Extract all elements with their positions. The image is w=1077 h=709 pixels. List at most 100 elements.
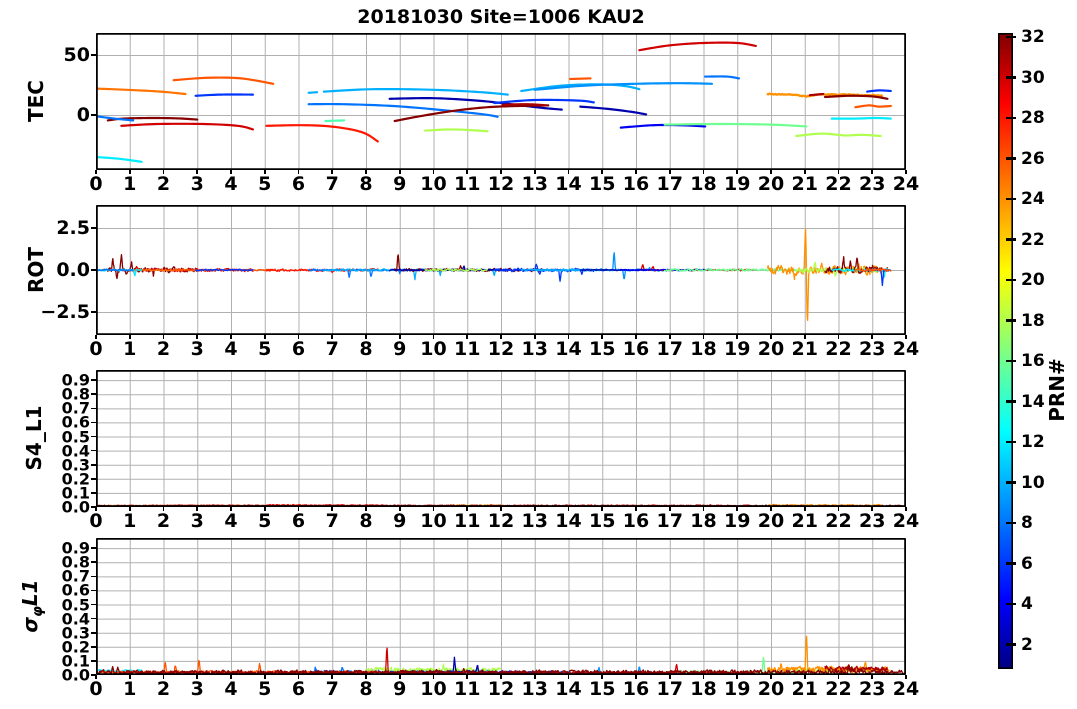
y-tick-label: 0.5: [61, 427, 90, 447]
x-tick-mark: [297, 675, 300, 679]
x-tick-label: 18: [690, 510, 717, 532]
x-tick-mark: [803, 335, 806, 339]
x-tick-label: 11: [454, 173, 481, 195]
x-tick-mark: [432, 507, 435, 511]
x-tick-mark: [128, 335, 131, 339]
x-tick-mark: [736, 507, 739, 511]
y-tick-mark: [91, 561, 96, 564]
y-tick-mark: [91, 646, 96, 648]
x-tick-label: 21: [791, 338, 818, 360]
y-tick-mark: [91, 449, 96, 452]
x-tick-mark: [297, 170, 300, 174]
x-tick-mark: [803, 170, 806, 174]
x-tick-mark: [398, 170, 401, 174]
y-tick-label: 0.8: [61, 552, 90, 572]
y-tick-mark: [91, 435, 96, 438]
colorbar-tick-label: 12: [1021, 432, 1045, 453]
x-tick-mark: [263, 335, 266, 339]
x-tick-label: 8: [359, 338, 373, 360]
colorbar-tick-mark: [1006, 400, 1016, 403]
x-tick-mark: [297, 335, 300, 339]
x-tick-mark: [162, 675, 165, 679]
colorbar-tick-mark: [1006, 319, 1016, 322]
colorbar-tick-label: 18: [1021, 310, 1045, 331]
x-tick-mark: [95, 507, 97, 511]
x-tick-mark: [365, 675, 367, 679]
colorbar-tick-mark: [1006, 116, 1016, 120]
y-tick-label: 2.5: [56, 217, 90, 239]
x-tick-label: 13: [521, 338, 548, 360]
x-tick-mark: [128, 675, 131, 679]
y-tick-label: 0.9: [61, 370, 90, 390]
x-tick-label: 5: [258, 338, 272, 360]
x-tick-label: 22: [825, 510, 852, 532]
y-tick-mark: [91, 589, 96, 592]
x-tick-label: 16: [622, 678, 650, 700]
x-tick-mark: [331, 675, 334, 679]
x-tick-mark: [736, 170, 739, 174]
colorbar-tick-mark: [1006, 157, 1016, 160]
x-tick-label: 2: [156, 338, 171, 360]
x-tick-mark: [668, 507, 671, 511]
x-tick-mark: [837, 335, 840, 339]
colorbar-tick-mark: [1006, 481, 1016, 484]
y-tick-mark: [91, 603, 96, 606]
x-tick-label: 23: [859, 338, 886, 360]
y-tick-mark: [91, 114, 96, 116]
x-tick-label: 9: [393, 173, 407, 195]
y-tick-mark: [91, 492, 96, 494]
x-tick-label: 17: [656, 678, 683, 700]
x-tick-mark: [803, 675, 806, 679]
x-tick-label: 24: [892, 678, 920, 700]
x-tick-mark: [871, 675, 874, 679]
colorbar-tick-mark: [1006, 35, 1016, 39]
x-tick-mark: [635, 507, 637, 511]
y-tick-label: 0.7: [61, 566, 90, 586]
x-tick-mark: [635, 335, 637, 339]
y-tick-label: 0.2: [61, 469, 90, 489]
x-tick-label: 6: [291, 678, 306, 700]
rot-plot-canvas: [96, 205, 906, 335]
x-tick-label: 20: [757, 173, 785, 195]
x-tick-mark: [905, 170, 907, 174]
colorbar-tick-mark: [1006, 440, 1016, 444]
x-tick-label: 6: [291, 510, 306, 532]
x-tick-mark: [230, 335, 232, 339]
x-tick-mark: [432, 675, 435, 679]
y-tick-mark: [91, 227, 96, 229]
tec-plot-canvas: [96, 33, 906, 170]
x-tick-label: 12: [487, 173, 515, 195]
y-tick-mark: [91, 674, 96, 676]
x-tick-label: 9: [393, 338, 407, 360]
y-tick-label: 0.1: [61, 651, 90, 671]
x-tick-mark: [601, 170, 604, 174]
x-tick-mark: [905, 507, 907, 511]
x-tick-label: 24: [892, 173, 920, 195]
x-tick-mark: [837, 507, 840, 511]
x-tick-mark: [95, 335, 97, 339]
y-tick-mark: [91, 478, 96, 480]
x-tick-mark: [432, 170, 435, 174]
x-tick-mark: [871, 507, 874, 511]
x-tick-mark: [432, 335, 435, 339]
x-tick-label: 15: [589, 510, 616, 532]
x-tick-label: 3: [190, 173, 204, 195]
x-tick-mark: [770, 507, 772, 511]
colorbar-tick-mark: [1006, 76, 1016, 79]
x-tick-label: 12: [487, 510, 515, 532]
x-tick-mark: [230, 507, 232, 511]
x-tick-mark: [196, 170, 199, 174]
x-tick-mark: [263, 507, 266, 511]
x-tick-label: 12: [487, 678, 515, 700]
x-tick-label: 1: [123, 678, 137, 700]
x-tick-mark: [837, 675, 840, 679]
x-tick-mark: [162, 170, 165, 174]
x-tick-label: 8: [359, 678, 373, 700]
x-tick-mark: [398, 675, 401, 679]
x-tick-label: 4: [224, 173, 238, 195]
x-tick-label: 16: [622, 510, 650, 532]
x-tick-label: 20: [757, 338, 785, 360]
x-tick-label: 17: [656, 510, 683, 532]
x-tick-label: 10: [420, 510, 447, 532]
colorbar-tick-mark: [1006, 562, 1016, 565]
